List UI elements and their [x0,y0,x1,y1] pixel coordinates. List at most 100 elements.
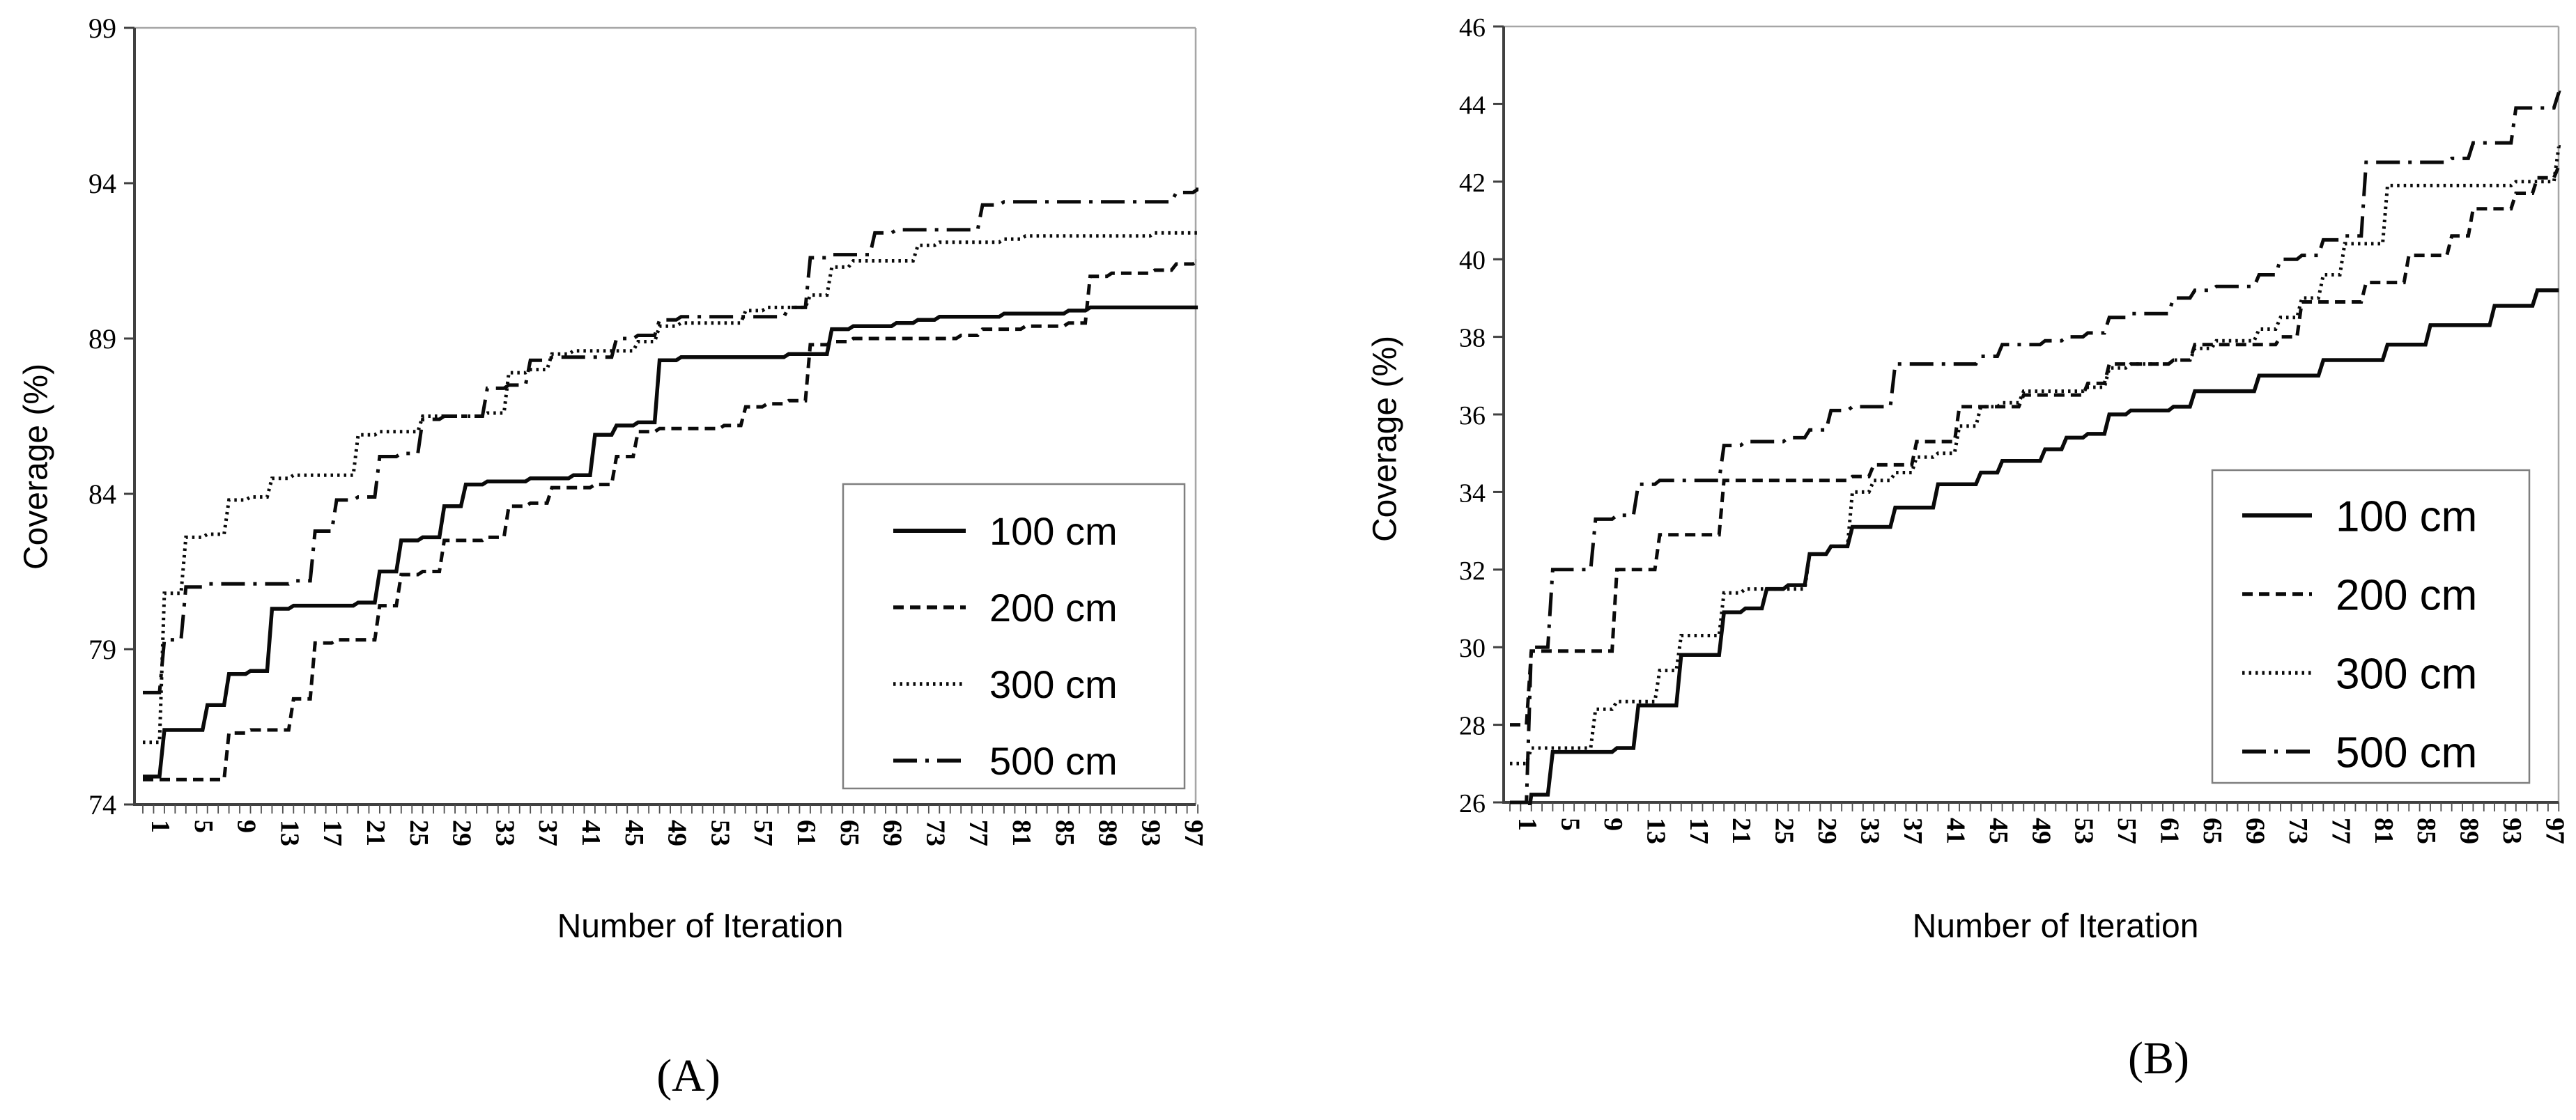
chart-a-x-tick-label: 53 [705,820,734,846]
chart-b-x-tick-label: 33 [1856,818,1885,844]
chart-a-y-tick-label: 74 [88,789,116,820]
chart-a-x-tick-label: 49 [663,820,692,846]
chart-b-legend-label-500-cm: 500 cm [2336,729,2477,777]
chart-b-x-tick-label: 49 [2026,818,2056,844]
chart-b-y-tick-label: 30 [1459,634,1486,663]
chart-a-legend-label-300-cm: 300 cm [989,662,1118,706]
chart-b-x-tick-label: 89 [2455,818,2484,844]
chart-a-x-tick-label: 97 [1179,820,1208,846]
chart-a-x-tick-label: 41 [576,820,606,846]
chart-a-x-tick-label: 17 [318,820,347,846]
chart-a-legend: 100 cm 200 cm 300 cm 500 cm [842,483,1186,790]
chart-b-x-tick-label: 45 [1984,818,2013,844]
chart-b-y-tick-label: 44 [1459,91,1486,120]
chart-b-x-tick-label: 69 [2240,818,2269,844]
chart-b-x-tick-label: 29 [1812,818,1842,844]
chart-b-series-line-500-cm [1510,91,2561,804]
chart-a-x-tick-labels: 1 5 9 13 17 21 25 29 33 37 41 45 49 53 57 61 65 69 73 77 81 8… [146,820,1208,846]
chart-b-y-tick-label: 32 [1459,557,1486,586]
chart-b-legend: 100 cm 200 cm 300 cm 500 cm [2211,469,2531,784]
chart-b-x-tick-label: 25 [1770,818,1799,844]
chart-a-y-tick-label: 89 [88,323,116,355]
chart-b-x-tick-label: 17 [1684,818,1713,844]
chart-b: 26 28 30 32 34 36 38 40 42 44 46 1 5 9 13 17 21 25 29 33 37 4… [1459,13,2570,844]
chart-a-x-tick-label: 5 [189,820,218,833]
chart-a-x-tick-label: 61 [792,820,821,846]
chart-a-legend-label-100-cm: 100 cm [989,509,1118,553]
chart-a-x-tick-label: 25 [404,820,433,846]
chart-a-x-tick-label: 29 [447,820,477,846]
caption-chart-b: (B) [2128,1033,2189,1084]
chart-b-x-tick-label: 97 [2540,818,2570,844]
chart-b-x-ticks [1509,802,2560,811]
chart-b-x-tick-label: 37 [1898,818,1927,844]
chart-a-x-tick-label: 13 [275,820,304,846]
chart-b-y-tick-label: 36 [1459,401,1486,430]
chart-a-x-tick-label: 45 [619,820,649,846]
chart-a-legend-label-200-cm: 200 cm [989,586,1118,630]
chart-b-legend-label-200-cm: 200 cm [2336,571,2477,619]
chart-a-y-ticks: 74 79 84 89 94 99 [88,13,134,820]
chart-b-x-tick-label: 81 [2369,818,2398,844]
chart-b-x-tick-label: 73 [2283,818,2313,844]
chart-a-series-line-200-cm [143,259,1198,781]
chart-b-series-line-100-cm [1527,288,2559,805]
caption-chart-a: (A) [656,1050,720,1101]
chart-b-y-ticks: 26 28 30 32 34 36 38 40 42 44 46 [1459,13,1504,818]
chart-a-x-tick-label: 93 [1136,820,1165,846]
chart-b-y-tick-label: 34 [1459,479,1486,508]
chart-b-x-tick-label: 21 [1727,818,1756,844]
chart-b-legend-label-100-cm: 100 cm [2336,492,2477,540]
chart-b-legend-label-300-cm: 300 cm [2336,650,2477,698]
chart-b-x-tick-label: 85 [2412,818,2441,844]
chart-b-y-tick-label: 28 [1459,712,1486,741]
chart-b-x-tick-label: 65 [2198,818,2227,844]
chart-b-y-tick-label: 26 [1459,789,1486,818]
chart-b-legend-box [2211,469,2531,784]
chart-b-x-tick-label: 5 [1555,818,1584,831]
chart-b-x-tick-label: 61 [2155,818,2184,844]
chart-b-y-tick-label: 42 [1459,169,1486,198]
chart-b-x-tick-label: 1 [1513,818,1542,831]
chart-a-x-tick-label: 21 [361,820,390,846]
chart-b-y-tick-label: 38 [1459,324,1486,353]
chart-b-y-tick-label: 46 [1459,13,1486,42]
chart-a-x-tick-label: 81 [1007,820,1036,846]
chart-a-x-tick-label: 37 [533,820,562,846]
chart-a-y-tick-label: 84 [88,479,116,510]
chart-a-x-tick-label: 85 [1050,820,1079,846]
chart-b-x-tick-labels: 1 5 9 13 17 21 25 29 33 37 41 45 49 53 57 61 65 69 73 77 81 8… [1513,818,2570,844]
chart-a-x-tick-label: 69 [878,820,907,846]
chart-a-x-tick-label: 1 [146,820,175,833]
chart-b-x-tick-label: 41 [1941,818,1970,844]
chart-a-x-tick-label: 9 [232,820,261,833]
chart-a-series-line-500-cm [143,187,1198,694]
chart-a-y-tick-label: 79 [88,634,116,665]
chart-a-y-tick-label: 99 [88,13,116,44]
chart-b-y-tick-label: 40 [1459,246,1486,275]
y-axis-title-chart-b: Coverage (%) [1366,335,1404,543]
chart-a-x-tick-label: 89 [1093,820,1123,846]
chart-b-x-tick-label: 57 [2112,818,2141,844]
chart-a-x-tick-label: 73 [920,820,950,846]
chart-a-x-ticks [142,804,1198,814]
chart-a-legend-label-500-cm: 500 cm [989,739,1118,783]
chart-a-series-line-100-cm [143,305,1198,779]
chart-a-legend-box [842,483,1186,790]
chart-a-series-line-300-cm [143,231,1198,745]
chart-b-x-tick-label: 13 [1641,818,1670,844]
chart-b-x-tick-label: 53 [2069,818,2099,844]
chart-a-x-tick-label: 57 [748,820,778,846]
chart-b-x-tick-label: 93 [2497,818,2527,844]
chart-a-x-tick-label: 77 [964,820,993,846]
x-axis-title-chart-a: Number of Iteration [557,908,844,945]
chart-b-x-tick-label: 77 [2326,818,2355,844]
x-axis-title-chart-b: Number of Iteration [1912,908,2199,945]
y-axis-title-chart-a: Coverage (%) [17,363,55,570]
chart-a-x-tick-label: 33 [490,820,519,846]
chart-a-x-tick-label: 65 [835,820,864,846]
chart-a-y-tick-label: 94 [88,168,116,199]
chart-b-series-line-300-cm [1510,145,2561,765]
chart-b-series-line-200-cm [1510,164,2561,727]
